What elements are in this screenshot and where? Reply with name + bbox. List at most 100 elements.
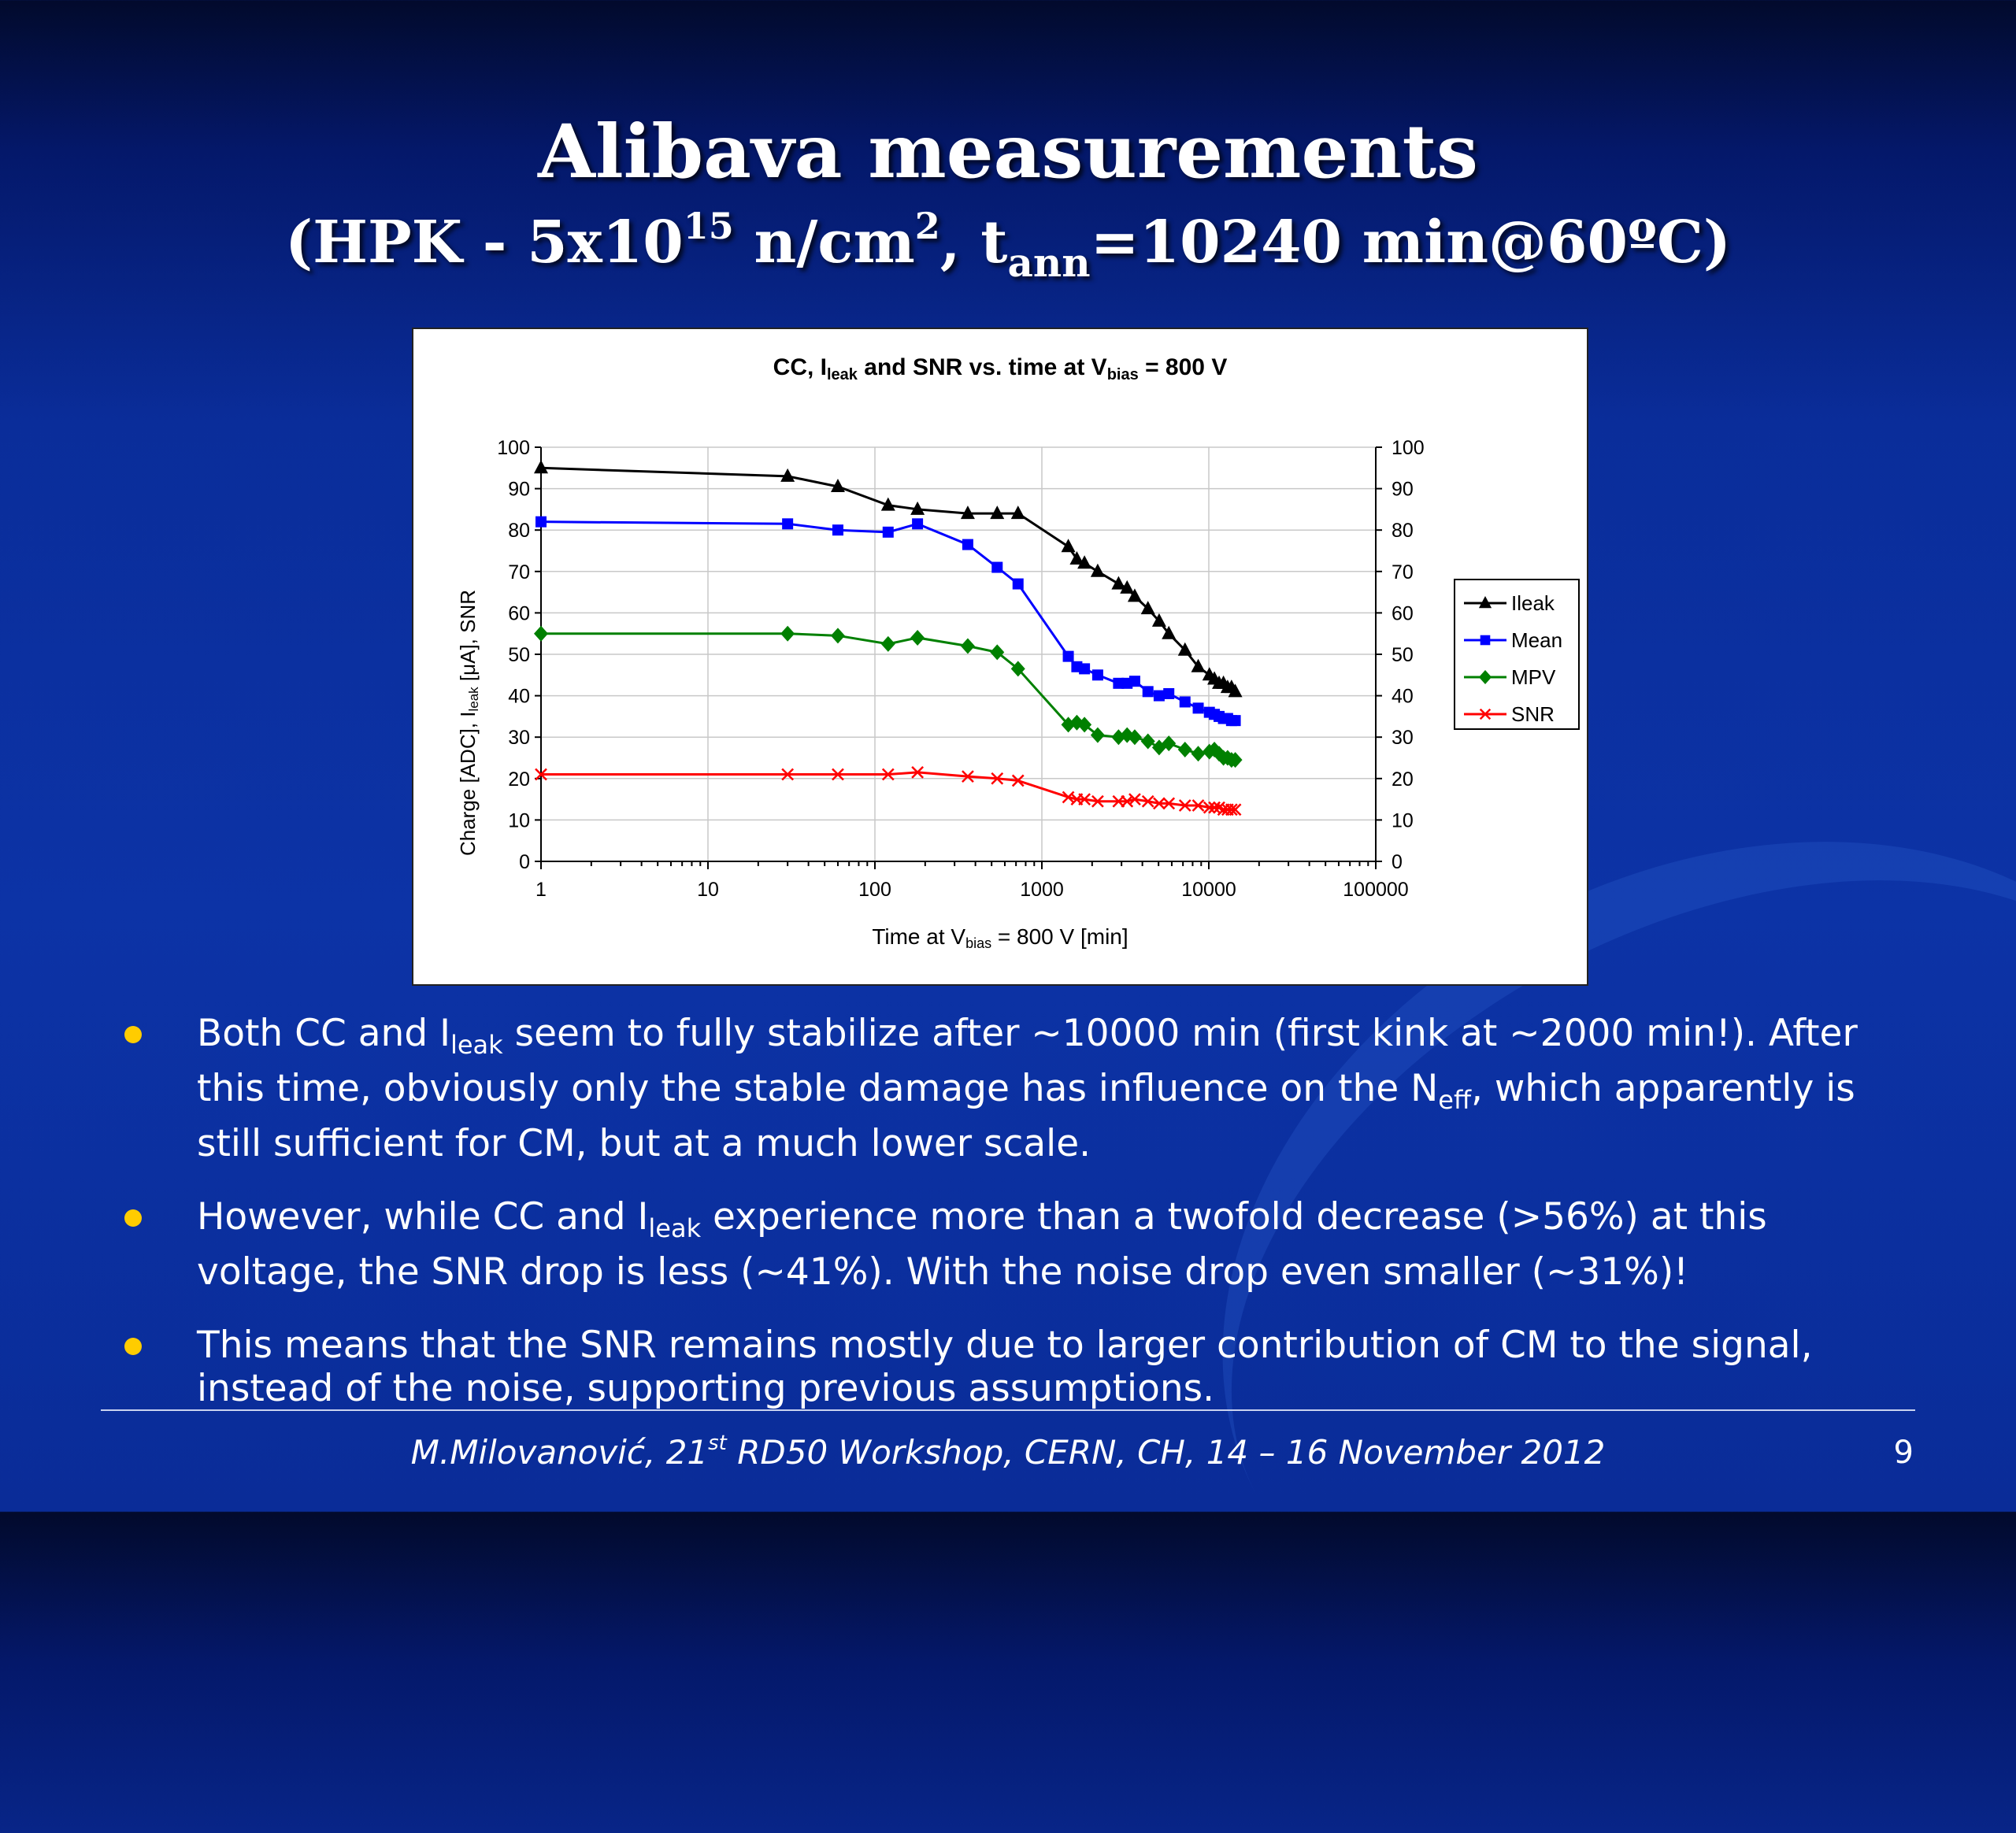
y-tick-label-right: 60 [1392,602,1414,624]
data-point-mpv [830,628,845,644]
data-point-mean [1142,686,1154,698]
x-marker-stroke [1191,799,1205,812]
y-tick-label-left: 70 [508,561,530,583]
data-point-mean [1113,677,1125,689]
x-marker-stroke [1128,793,1141,805]
data-point-mean [1091,669,1103,681]
data-point-mean [1153,690,1165,702]
data-point-snr [1128,793,1141,805]
x-marker-stroke [1091,794,1104,808]
y-tick-label-left: 90 [508,479,530,501]
data-point-mpv [960,638,975,654]
data-point-ileak [1120,580,1135,594]
data-point-ileak [534,460,548,474]
x-marker-stroke [1153,797,1166,810]
data-point-mean [1163,687,1175,699]
y-tick-label-right: 40 [1392,686,1414,708]
data-point-ileak [1077,555,1092,569]
data-point-snr [1228,803,1242,817]
y-tick-label-right: 0 [1392,851,1403,873]
x-tick-label: 10 [697,879,719,901]
data-point-snr [781,768,795,781]
y-tick-label-left: 100 [497,437,530,459]
data-point-mean [1192,702,1204,714]
data-point-snr [1208,801,1221,814]
legend-label-snr: SNR [1511,702,1555,726]
x-marker-stroke [535,768,547,781]
y-tick-label-left: 0 [519,851,530,873]
data-point-mpv [1010,661,1025,677]
data-point-snr [1141,794,1154,808]
x-tick-label: 100 [858,879,891,901]
y-tick-label-right: 90 [1392,479,1414,501]
legend-label-mpv: MPV [1511,665,1556,689]
data-point-ileak [1127,588,1142,602]
data-point-ileak [1162,625,1177,639]
x-marker-stroke [881,768,895,781]
data-point-mpv [910,629,925,646]
bullet-item-1: Both CC and Ileak seem to fully stabiliz… [118,1012,1906,1165]
data-point-snr [1203,801,1216,814]
data-point-ileak [1061,539,1076,553]
chart-x-axis-label: Time at Vbias = 800 V [min] [872,924,1128,951]
x-tick-label: 1000 [1020,879,1064,901]
x-tick-label: 1 [536,879,547,901]
chart-plot: 0 0 10 10 20 20 30 30 40 40 50 50 60 60 70 70 80 80 90 90 10… [497,437,1580,901]
data-point-mean [782,518,794,530]
data-point-mpv [990,644,1005,661]
data-point-snr [1191,799,1205,812]
data-point-snr [1121,794,1134,808]
x-marker-stroke [1011,774,1025,787]
data-point-ileak [1140,601,1155,615]
data-point-snr [1091,794,1104,808]
data-point-ileak [1090,563,1105,577]
x-marker-stroke [1162,797,1176,810]
y-tick-label-left: 80 [508,520,530,542]
legend-label-ileak: Ileak [1511,591,1555,615]
data-point-ileak [990,505,1005,520]
chart-title: CC, Ileak and SNR vs. time at Vbias = 80… [773,354,1228,383]
data-point-snr [1153,797,1166,810]
data-point-mean [1229,715,1241,727]
x-marker-stroke [1203,801,1216,814]
x-marker-stroke [1225,803,1238,817]
bullet-dot-icon [124,1026,142,1043]
data-point-mean [1012,578,1024,590]
data-point-mean [1128,676,1140,687]
y-tick-label-right: 50 [1392,644,1414,666]
data-point-snr [535,768,547,781]
bullet-item-2: However, while CC and Ileak experience m… [118,1195,1906,1294]
x-tick-label: 100000 [1343,879,1408,901]
x-marker-stroke [1208,801,1221,814]
data-point-mean [1179,696,1191,708]
data-point-mpv [534,625,548,642]
x-marker-stroke [1121,794,1134,808]
bullet-list: Both CC and Ileak seem to fully stabiliz… [118,1012,1906,1440]
series-line-mean [540,520,1236,722]
footer-divider [101,1409,1915,1411]
data-point-mpv [1069,714,1084,731]
y-tick-label-left: 10 [508,809,530,831]
data-point-snr [1178,799,1191,812]
legend-label-mean: Mean [1511,628,1562,652]
data-point-mpv [880,635,895,652]
y-tick-label-right: 80 [1392,520,1414,542]
data-point-snr [832,768,844,781]
data-point-ileak [830,478,845,492]
page-number: 9 [1893,1435,1914,1471]
x-marker-stroke [1141,794,1154,808]
data-point-snr [1225,803,1238,817]
bullet-dot-icon [124,1209,142,1227]
data-point-snr [1162,797,1176,810]
x-marker-stroke [1228,803,1242,817]
x-tick-label: 10000 [1181,879,1236,901]
slide-title: Alibava measurements [538,109,1478,195]
data-point-ileak [1069,551,1084,565]
chart-y-axis-label: Charge [ADC], Ileak [μA], SNR [456,589,481,857]
data-point-mpv [1228,752,1243,768]
slide-subtitle: (HPK - 5x1015 n/cm2, tann=10240 min@60ºC… [285,205,1731,286]
data-point-mean [832,524,843,536]
data-point-mpv [780,625,795,642]
data-point-mpv [1090,727,1105,743]
data-point-ileak [1191,658,1206,672]
